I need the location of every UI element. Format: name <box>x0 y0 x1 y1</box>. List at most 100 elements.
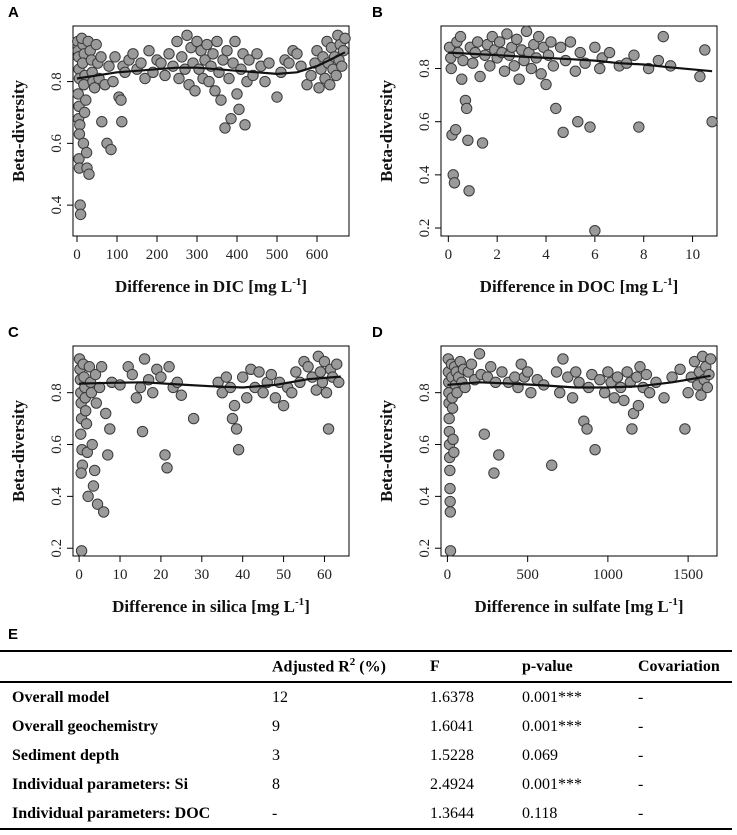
data-point <box>333 376 345 388</box>
data-point <box>674 363 686 376</box>
y-tick-label: 0.6 <box>49 435 65 454</box>
x-tick-label: 300 <box>186 247 209 263</box>
data-point <box>215 94 227 106</box>
data-point <box>496 366 508 378</box>
data-point <box>589 224 601 237</box>
table-row: Sediment depth 3 1.5228 0.069 - <box>0 741 732 770</box>
x-tick-label: 500 <box>266 247 289 263</box>
data-point <box>161 462 173 474</box>
data-point <box>462 134 474 147</box>
x-tick-label: 10 <box>685 247 700 263</box>
data-point <box>72 88 84 100</box>
data-point <box>126 368 138 381</box>
data-point <box>201 38 213 51</box>
data-point <box>657 30 669 43</box>
trend-line <box>79 375 341 389</box>
data-point <box>460 102 473 115</box>
data-point <box>159 449 171 461</box>
data-point <box>83 361 96 373</box>
x-tick-label: 1500 <box>673 567 703 583</box>
y-axis-label: Beta-diversity <box>9 400 28 502</box>
data-point <box>474 70 486 83</box>
x-tick-label: 0 <box>445 247 453 263</box>
data-point <box>682 386 694 399</box>
y-tick-label: 0.8 <box>49 72 65 91</box>
data-point <box>97 506 110 518</box>
data-point <box>694 70 706 83</box>
data-point <box>569 65 582 77</box>
data-point <box>703 368 715 381</box>
data-point <box>116 116 128 128</box>
p-value-cell: 0.001*** <box>522 717 582 735</box>
data-point <box>508 60 520 72</box>
data-point <box>236 371 249 383</box>
data-point <box>618 394 630 407</box>
data-point <box>444 506 457 518</box>
header-adjusted-r2: Adjusted R2 (%) <box>272 656 386 676</box>
data-point <box>82 490 94 503</box>
covariation-cell: - <box>638 688 644 706</box>
data-point <box>584 121 596 133</box>
x-tick-label: 100 <box>106 247 129 263</box>
covariation-cell: - <box>638 746 644 764</box>
x-tick-label: 600 <box>306 247 329 263</box>
data-point <box>515 358 527 370</box>
data-point <box>223 72 235 85</box>
data-point <box>320 386 333 399</box>
header-covariation: Covariation <box>638 657 720 675</box>
data-point <box>87 480 100 492</box>
scatter-panel-c: 0 10 20 30 40 50 60 0.2 0.4 0.6 0.8 Difference in s… <box>9 345 350 616</box>
data-point <box>232 444 245 456</box>
y-tick-label: 0.8 <box>417 383 433 402</box>
panel-label-e: E <box>8 626 19 643</box>
data-point <box>74 208 87 221</box>
data-point <box>318 355 331 368</box>
row-name-cell: Sediment depth <box>12 746 120 764</box>
trend-line <box>448 51 713 73</box>
data-point <box>485 361 497 373</box>
data-point <box>171 376 183 388</box>
panel-label-b: B <box>372 4 383 21</box>
data-point <box>75 428 87 440</box>
data-point <box>463 185 475 197</box>
data-point <box>581 423 593 435</box>
x-tick-label: 1000 <box>593 567 623 583</box>
data-point <box>444 545 457 557</box>
data-point <box>550 366 563 378</box>
data-point <box>135 57 147 69</box>
data-point <box>102 449 114 461</box>
f-value-cell: 1.6041 <box>430 717 474 735</box>
data-point <box>658 392 670 404</box>
row-name-cell: Overall geochemistry <box>12 717 159 735</box>
data-point <box>241 392 253 404</box>
data-point <box>562 371 574 383</box>
data-point <box>488 467 500 479</box>
data-point <box>257 386 269 399</box>
y-axis-label: Beta-diversity <box>377 80 396 182</box>
panel-label-a: A <box>8 4 19 21</box>
p-value-cell: 0.001*** <box>522 775 582 793</box>
data-point <box>231 88 243 100</box>
data-point <box>493 36 506 48</box>
adjusted-r2-cell: 8 <box>272 775 280 793</box>
data-point <box>143 45 155 57</box>
table-row: Individual parameters: DOC - 1.3644 0.118 - <box>0 799 732 829</box>
scatter-panel-b: 0 2 4 6 8 10 0.2 0.4 0.6 0.8 Difference in DOC [mg… <box>377 25 718 296</box>
data-point <box>114 379 126 391</box>
data-point <box>88 82 101 94</box>
data-point <box>446 402 459 414</box>
x-tick-label: 10 <box>113 567 128 583</box>
y-tick-label: 0.2 <box>49 539 65 558</box>
adjusted-r2-cell: 3 <box>272 746 280 764</box>
data-point <box>211 35 223 48</box>
data-point <box>330 69 342 82</box>
data-point <box>104 423 116 435</box>
x-tick-label: 0 <box>73 247 81 263</box>
data-point <box>136 425 149 438</box>
panel-label-c: C <box>8 324 19 341</box>
data-point <box>473 348 486 360</box>
plot-frame <box>440 345 718 557</box>
f-value-cell: 2.4924 <box>430 775 474 793</box>
y-axis-label: Beta-diversity <box>377 400 396 502</box>
y-axis-label: Beta-diversity <box>9 80 28 182</box>
